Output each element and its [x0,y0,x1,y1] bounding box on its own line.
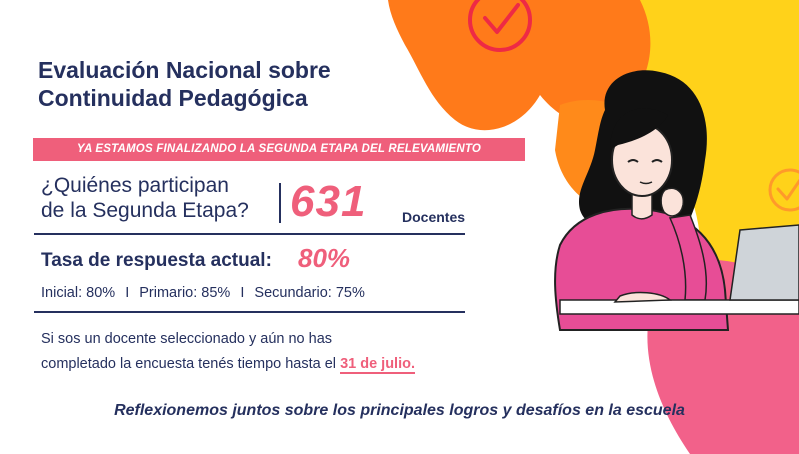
question-line-2: de la Segunda Etapa? [41,199,249,222]
response-rate-label: Tasa de respuesta actual: [41,250,272,271]
orange-blob [388,0,651,131]
deadline-date: 31 de julio. [340,356,415,374]
title-line-1: Evaluación Nacional sobre [38,57,331,83]
title-line-2: Continuidad Pedagógica [38,85,308,111]
level-breakdown: Inicial: 80% I Primario: 85% I Secundari… [41,285,365,301]
note-line-2-text: completado la encuesta tenés tiempo hast… [41,356,337,372]
status-banner: YA ESTAMOS FINALIZANDO LA SEGUNDA ETAPA … [33,138,525,161]
footer-tagline: Reflexionemos juntos sobre los principal… [114,402,685,419]
divider [34,233,465,235]
deadline-note: Si sos un docente seleccionado y aún no … [41,327,441,377]
response-rate-value: 80% [298,243,351,273]
checkmark-circle-icon [768,168,799,212]
page-title: Evaluación Nacional sobre Continuidad Pe… [38,56,378,112]
participants-count: 631 [290,177,367,226]
level-secondary: Secundario: 75% [254,285,365,301]
participants-question: ¿Quiénes participan de la Segunda Etapa? [41,173,276,223]
divider [34,311,465,313]
level-separator: I [240,285,245,301]
note-line-2: completado la encuesta tenés tiempo hast… [41,352,441,377]
question-line-1: ¿Quiénes participan [41,174,229,197]
vertical-divider [279,183,281,223]
participants-unit: Docentes [402,209,466,225]
checkmark-circle-icon [468,0,532,52]
level-primary: Primario: 85% [139,285,231,301]
note-line-1: Si sos un docente seleccionado y aún no … [41,331,333,347]
woman-illustration [554,70,799,331]
level-separator: I [125,285,130,301]
level-initial: Inicial: 80% [41,285,116,301]
